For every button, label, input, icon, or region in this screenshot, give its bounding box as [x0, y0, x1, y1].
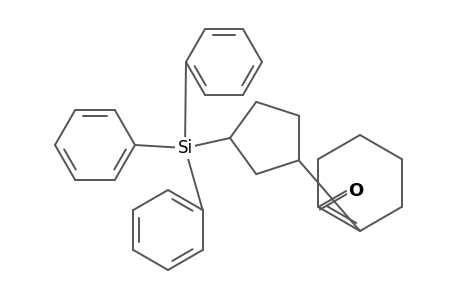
Text: O: O: [348, 182, 363, 200]
Text: Si: Si: [177, 139, 192, 157]
